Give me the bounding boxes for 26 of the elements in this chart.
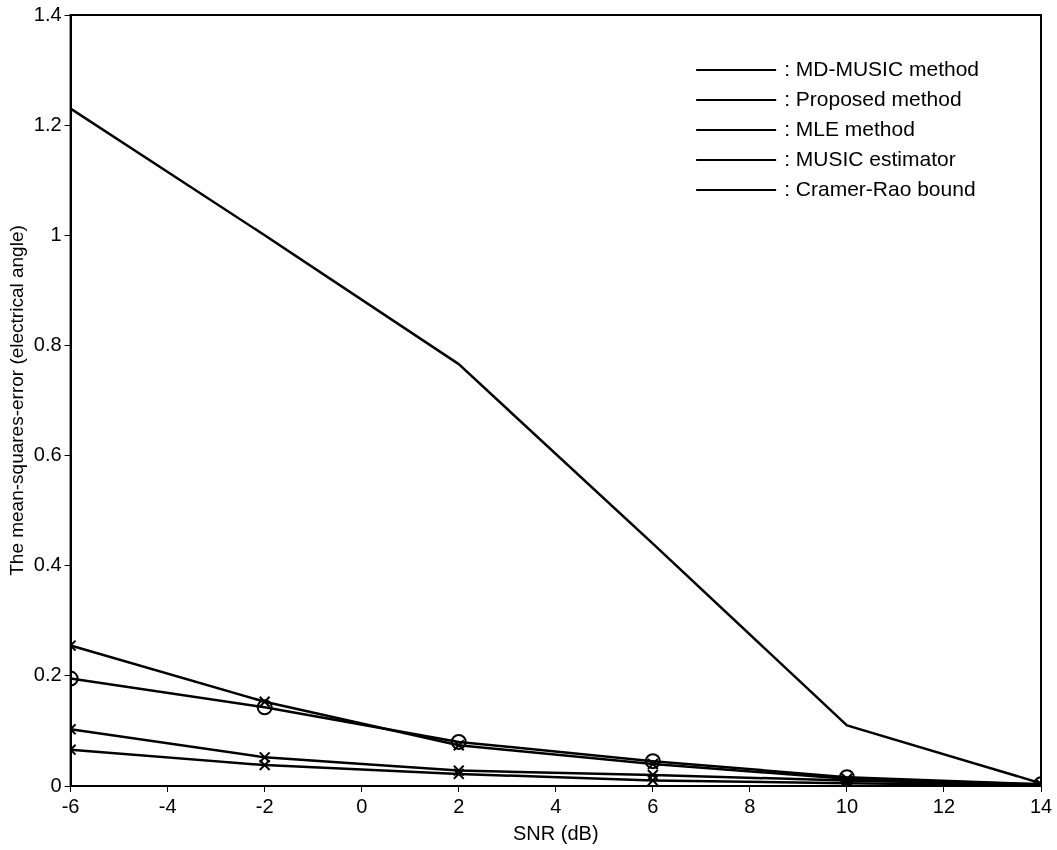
x-tick-label: 4: [550, 794, 562, 817]
x-tick-label: 10: [835, 794, 859, 817]
x-tick-label: 14: [1029, 794, 1053, 817]
legend-label: : Cramer-Rao bound: [784, 176, 976, 200]
x-axis-title: SNR (dB): [513, 821, 599, 844]
x-tick-label: 0: [356, 794, 368, 817]
legend-label: : MUSIC estimator: [784, 146, 956, 170]
y-tick-label: 1.2: [33, 112, 62, 135]
x-tick-label: 6: [647, 794, 659, 817]
legend-label: : MD-MUSIC method: [784, 56, 980, 80]
y-tick-label: 0: [50, 773, 62, 796]
y-tick-label: 0.2: [33, 663, 62, 686]
x-tick-label: -4: [158, 794, 177, 817]
x-tick-label: -6: [61, 794, 80, 817]
x-tick-label: 12: [932, 794, 956, 817]
x-tick-label: -2: [255, 794, 274, 817]
y-tick-label: 1: [50, 222, 62, 245]
y-tick-label: 0.8: [33, 332, 62, 355]
y-tick-label: 0.6: [33, 443, 62, 466]
x-tick-label: 8: [744, 794, 756, 817]
y-tick-label: 1.4: [33, 2, 62, 25]
x-tick-label: 2: [453, 794, 465, 817]
y-tick-label: 0.4: [33, 553, 62, 576]
legend-label: : MLE method: [784, 116, 915, 140]
legend-label: : Proposed method: [784, 86, 962, 110]
y-axis-title: The mean-squares-error (electrical angle): [5, 225, 27, 576]
